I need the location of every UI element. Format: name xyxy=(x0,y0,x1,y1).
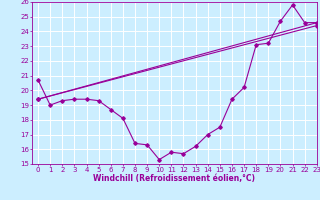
X-axis label: Windchill (Refroidissement éolien,°C): Windchill (Refroidissement éolien,°C) xyxy=(93,174,255,183)
